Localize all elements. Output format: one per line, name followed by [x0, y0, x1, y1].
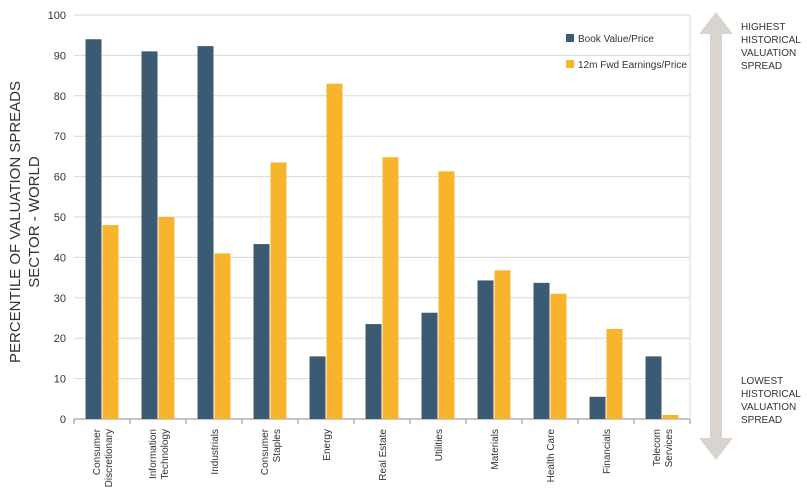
bar-book-value-price	[421, 312, 438, 419]
highest-spread-line-2: HISTORICAL	[741, 35, 801, 46]
y-axis-label: PERCENTILE OF VALUATION SPREADS SECTOR - …	[7, 81, 43, 363]
legend-swatch	[566, 34, 574, 42]
x-category-label: Consumer	[260, 428, 271, 475]
x-category-label: Staples	[272, 429, 283, 462]
bar-fwd-earnings-price	[270, 162, 287, 419]
bar-book-value-price	[85, 39, 102, 420]
bar-book-value-price	[645, 356, 662, 419]
bar-book-value-price	[141, 51, 158, 420]
bar-book-value-price	[533, 282, 550, 419]
highest-spread-line-3: VALUATION	[741, 48, 797, 59]
bar-fwd-earnings-price	[438, 171, 455, 419]
lowest-spread-line-2: HISTORICAL	[741, 389, 801, 400]
y-tick-label: 50	[54, 212, 66, 224]
y-tick-label: 0	[60, 414, 66, 426]
y-axis-label-line: SECTOR - WORLD	[26, 156, 43, 288]
x-category-label: Information	[148, 429, 159, 479]
legend-label: 12m Fwd Earnings/Price	[578, 60, 687, 71]
bar-fwd-earnings-price	[382, 157, 399, 419]
highest-spread-line-1: HIGHEST	[741, 22, 786, 33]
bar-fwd-earnings-price	[494, 270, 511, 419]
bar-fwd-earnings-price	[606, 328, 623, 419]
y-axis-label-line: PERCENTILE OF VALUATION SPREADS	[7, 81, 24, 363]
bar-book-value-price	[589, 396, 606, 419]
y-tick-label: 90	[54, 50, 66, 62]
bar-fwd-earnings-price	[326, 83, 343, 420]
y-tick-label: 80	[54, 91, 66, 103]
y-tick-label: 100	[48, 10, 66, 22]
x-category-label: Utilities	[434, 429, 445, 461]
valuation-range-arrow	[699, 12, 733, 460]
y-tick-label: 40	[54, 252, 66, 264]
y-tick-label: 30	[54, 293, 66, 305]
x-category-label: Energy	[322, 429, 333, 461]
y-tick-labels: 0 10 20 30 40 50 60 70 80 90 100	[48, 10, 66, 426]
x-category-label: Health Care	[546, 429, 557, 483]
x-category-label: Telecom	[652, 429, 663, 466]
gridlines	[74, 14, 690, 380]
double-arrow-icon	[699, 12, 733, 460]
y-tick-label: 10	[54, 374, 66, 386]
bar-book-value-price	[197, 46, 214, 419]
legend-swatch	[566, 60, 574, 68]
y-tick-label: 20	[54, 333, 66, 345]
x-category-label: Real Estate	[378, 429, 389, 481]
x-category-label: Services	[664, 429, 675, 467]
lowest-spread-label: LOWEST HISTORICAL VALUATION SPREAD	[741, 375, 801, 427]
legend: Book Value/Price 12m Fwd Earnings/Price	[566, 34, 687, 71]
x-category-label: Financials	[602, 429, 613, 474]
y-tick-label: 60	[54, 172, 66, 184]
bar-fwd-earnings-price	[550, 293, 567, 419]
y-tick-label: 70	[54, 131, 66, 143]
bar-fwd-earnings-price	[158, 217, 175, 419]
x-category-label: Consumer	[92, 428, 103, 475]
highest-spread-line-4: SPREAD	[741, 61, 783, 72]
bar-book-value-price	[477, 280, 494, 419]
bar-fwd-earnings-price	[102, 225, 119, 419]
bar-fwd-earnings-price	[662, 414, 679, 419]
axes	[73, 15, 691, 424]
highest-spread-label: HIGHEST HISTORICAL VALUATION SPREAD	[741, 21, 801, 73]
legend-label: Book Value/Price	[578, 34, 654, 45]
x-category-label: Discretionary	[104, 429, 115, 487]
lowest-spread-line-1: LOWEST	[741, 376, 784, 387]
lowest-spread-line-3: VALUATION	[741, 402, 797, 413]
x-category-label: Industrials	[210, 429, 221, 475]
bars	[85, 39, 679, 420]
bar-book-value-price	[253, 244, 270, 419]
x-category-label: Technology	[160, 429, 171, 480]
x-category-labels: Consumer Discretionary Information Technolo…	[92, 428, 675, 487]
bar-book-value-price	[365, 324, 382, 419]
bar-book-value-price	[309, 356, 326, 419]
lowest-spread-line-4: SPREAD	[741, 415, 783, 426]
x-category-label: Materials	[490, 429, 501, 470]
bar-fwd-earnings-price	[214, 253, 231, 419]
